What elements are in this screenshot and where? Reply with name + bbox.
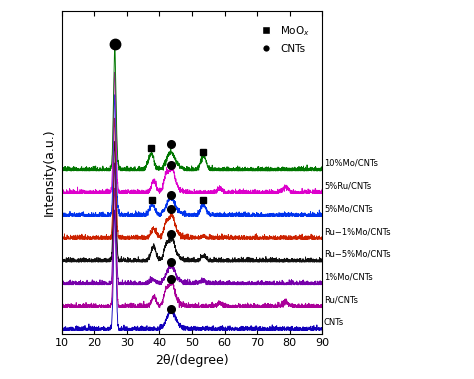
Text: CNTs: CNTs (324, 318, 344, 327)
Text: 1%Mo/CNTs: 1%Mo/CNTs (324, 273, 373, 282)
Legend: MoO$_x$, CNTs: MoO$_x$, CNTs (251, 20, 315, 58)
X-axis label: 2θ/(degree): 2θ/(degree) (155, 354, 229, 367)
Text: Ru−1%Mo/CNTs: Ru−1%Mo/CNTs (324, 227, 391, 236)
Text: Ru/CNTs: Ru/CNTs (324, 295, 358, 304)
Text: Ru−5%Mo/CNTs: Ru−5%Mo/CNTs (324, 250, 391, 259)
Text: 5%Mo/CNTs: 5%Mo/CNTs (324, 204, 373, 213)
Y-axis label: Intensity(a.u.): Intensity(a.u.) (43, 128, 56, 216)
Text: 10%Mo/CNTs: 10%Mo/CNTs (324, 159, 378, 168)
Text: 5%Ru/CNTs: 5%Ru/CNTs (324, 182, 371, 191)
